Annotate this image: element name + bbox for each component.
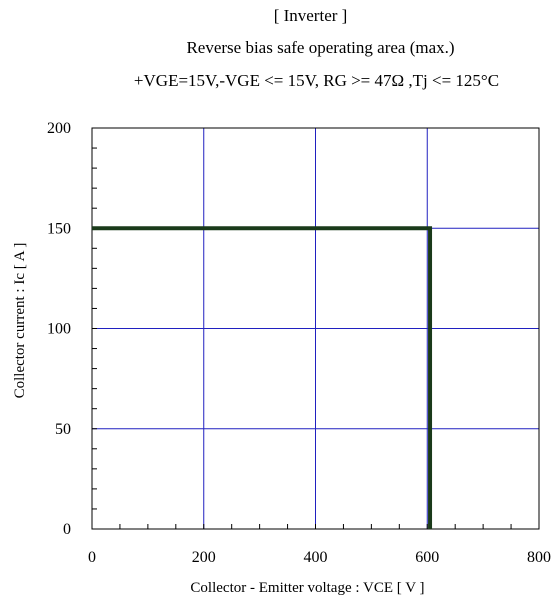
x-tick-label-400: 400 xyxy=(304,549,328,566)
x-tick-labels: 0 200 400 600 800 xyxy=(88,549,551,566)
y-tick-label-150: 150 xyxy=(47,220,71,237)
x-tick-label-800: 800 xyxy=(527,549,551,566)
series-layer xyxy=(92,228,430,529)
y-tick-labels: 0 50 100 150 200 xyxy=(47,120,71,538)
y-tick-label-100: 100 xyxy=(47,321,71,338)
x-tick-label-0: 0 xyxy=(88,549,96,566)
x-axis-label: Collector - Emitter voltage : VCE [ V ] xyxy=(190,580,424,596)
y-tick-label-200: 200 xyxy=(47,120,71,137)
y-tick-label-50: 50 xyxy=(55,421,71,438)
x-tick-label-200: 200 xyxy=(192,549,216,566)
y-tick-label-0: 0 xyxy=(63,521,71,538)
rbsoa-limit-line xyxy=(92,228,430,529)
grid xyxy=(92,128,539,529)
x-tick-label-600: 600 xyxy=(415,549,439,566)
y-axis-label: Collector current : Ic [ A ] xyxy=(12,243,28,399)
